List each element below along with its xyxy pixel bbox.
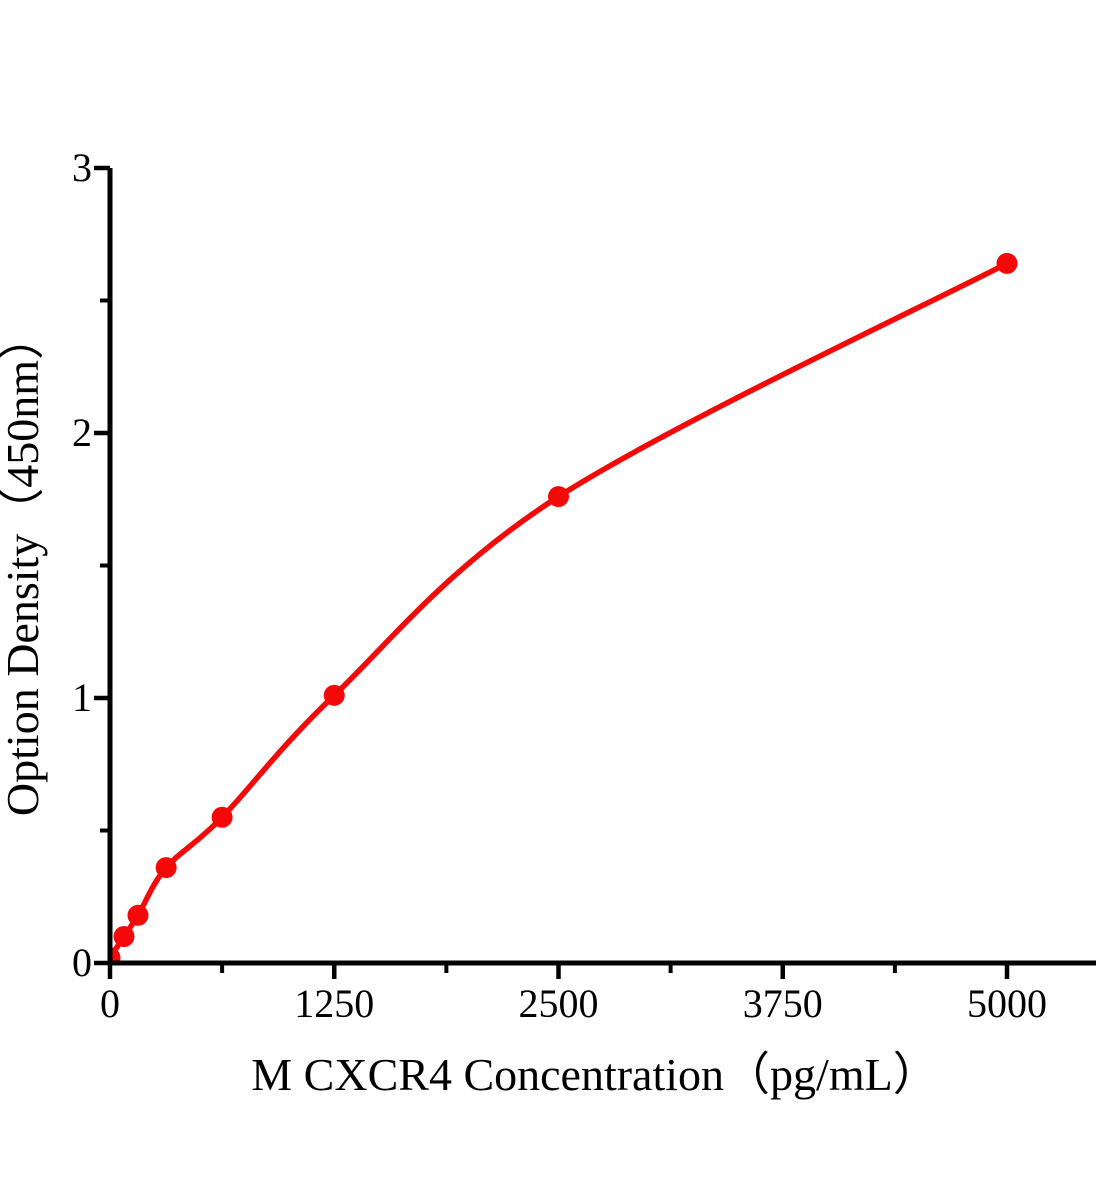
data-point-marker: [996, 252, 1018, 274]
data-point-marker: [110, 947, 121, 963]
y-tick-label: 0: [72, 940, 92, 985]
series-layer: [110, 252, 1018, 963]
fit-curve: [110, 260, 1009, 960]
x-tick-label: 1250: [294, 981, 374, 1026]
y-axis-title: Option Density（450nm）: [0, 314, 48, 816]
x-tick-label: 2500: [519, 981, 599, 1026]
x-axis-title: M CXCR4 Concentration（pg/mL）: [251, 1049, 938, 1100]
data-point-marker: [211, 806, 233, 828]
data-point-marker: [323, 684, 345, 706]
axis-lines: [107, 168, 1096, 966]
tick-label-layer: 0 1250 2500 3750 5000 0 1 2 3: [72, 145, 1047, 1026]
y-tick-label: 3: [72, 145, 92, 190]
data-point-marker: [548, 486, 569, 508]
x-tick-label: 0: [100, 981, 120, 1026]
x-tick-label: 5000: [967, 981, 1047, 1026]
y-tick-label: 1: [72, 675, 92, 720]
data-point-marker: [127, 904, 149, 926]
axes-layer: [94, 165, 1096, 979]
data-point-marker: [155, 857, 177, 879]
x-tick-label: 3750: [743, 981, 823, 1026]
y-tick-label: 2: [72, 410, 92, 455]
data-point-marker: [113, 926, 135, 947]
